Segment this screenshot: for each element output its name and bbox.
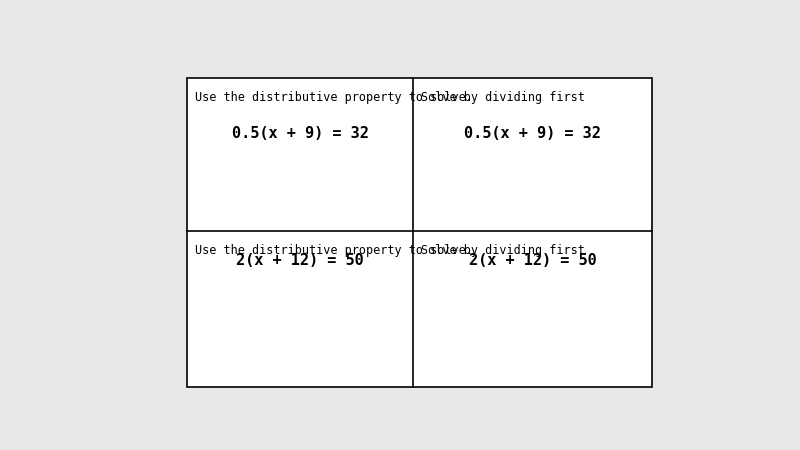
Text: Solve by dividing first: Solve by dividing first (421, 91, 585, 104)
Text: 2(x + 12) = 50: 2(x + 12) = 50 (469, 252, 596, 268)
Text: Use the distributive property to solve.: Use the distributive property to solve. (195, 244, 473, 257)
Text: Solve by dividing first: Solve by dividing first (421, 244, 585, 257)
Text: 0.5(x + 9) = 32: 0.5(x + 9) = 32 (231, 126, 368, 141)
Text: 2(x + 12) = 50: 2(x + 12) = 50 (236, 252, 364, 268)
Text: 0.5(x + 9) = 32: 0.5(x + 9) = 32 (464, 126, 601, 141)
Bar (187, 78, 652, 387)
Text: Use the distributive property to solve.: Use the distributive property to solve. (195, 91, 473, 104)
